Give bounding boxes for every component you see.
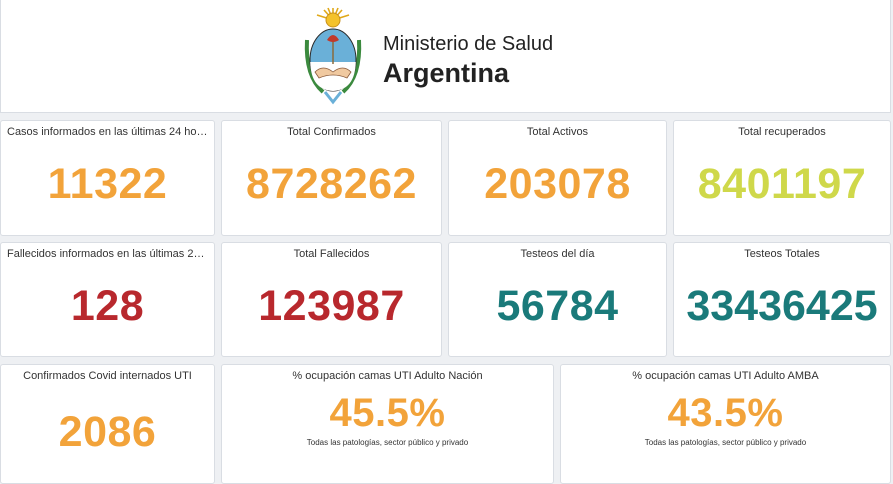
card-icu-occupancy-nation: % ocupación camas UTI Adulto Nación 45.5… bbox=[221, 364, 554, 484]
card-value: 128 bbox=[70, 282, 145, 330]
card-label: Testeos Totales bbox=[744, 248, 820, 260]
card-note: Todas las patologías, sector público y p… bbox=[306, 438, 469, 447]
card-value: 33436425 bbox=[686, 282, 878, 330]
card-label: Total recuperados bbox=[738, 126, 826, 138]
card-value: 11322 bbox=[47, 160, 168, 208]
card-total-active: Total Activos 203078 bbox=[448, 120, 667, 236]
card-label: Total Activos bbox=[526, 126, 589, 138]
card-deaths-24h: Fallecidos informados en las últimas 24 … bbox=[0, 242, 215, 357]
card-cases-24h: Casos informados en las últimas 24 horas… bbox=[0, 120, 215, 236]
card-total-deaths: Total Fallecidos 123987 bbox=[221, 242, 442, 357]
card-value: 56784 bbox=[496, 282, 619, 330]
card-label: % ocupación camas UTI Adulto AMBA bbox=[632, 370, 819, 382]
card-value: 8728262 bbox=[246, 160, 417, 208]
card-label: Total Fallecidos bbox=[293, 248, 370, 260]
card-tests-day: Testeos del día 56784 bbox=[448, 242, 667, 357]
card-note: Todas las patologías, sector público y p… bbox=[644, 438, 807, 447]
card-value: 203078 bbox=[484, 160, 631, 208]
card-value: 8401197 bbox=[697, 160, 867, 208]
ministry-title: Ministerio de Salud bbox=[383, 33, 554, 55]
ministry-country: Argentina bbox=[383, 58, 510, 88]
card-label: Casos informados en las últimas 24 horas bbox=[7, 126, 208, 138]
card-value: 123987 bbox=[258, 282, 405, 330]
card-icu-confirmed: Confirmados Covid internados UTI 2086 bbox=[0, 364, 215, 484]
card-tests-total: Testeos Totales 33436425 bbox=[673, 242, 891, 357]
card-label: % ocupación camas UTI Adulto Nación bbox=[292, 370, 483, 382]
card-label: Testeos del día bbox=[520, 248, 595, 260]
national-coat-of-arms-icon bbox=[304, 7, 362, 105]
card-label: Total Confirmados bbox=[287, 126, 376, 138]
header-banner: Ministerio de Salud Argentina bbox=[0, 0, 891, 113]
card-total-recovered: Total recuperados 8401197 bbox=[673, 120, 891, 236]
card-value: 2086 bbox=[58, 408, 157, 456]
card-value: 45.5% bbox=[329, 391, 446, 435]
card-icu-occupancy-amba: % ocupación camas UTI Adulto AMBA 43.5% … bbox=[560, 364, 891, 484]
card-label: Fallecidos informados en las últimas 24 … bbox=[7, 248, 208, 260]
card-total-confirmed: Total Confirmados 8728262 bbox=[221, 120, 442, 236]
card-label: Confirmados Covid internados UTI bbox=[23, 370, 192, 382]
card-value: 43.5% bbox=[667, 391, 784, 435]
